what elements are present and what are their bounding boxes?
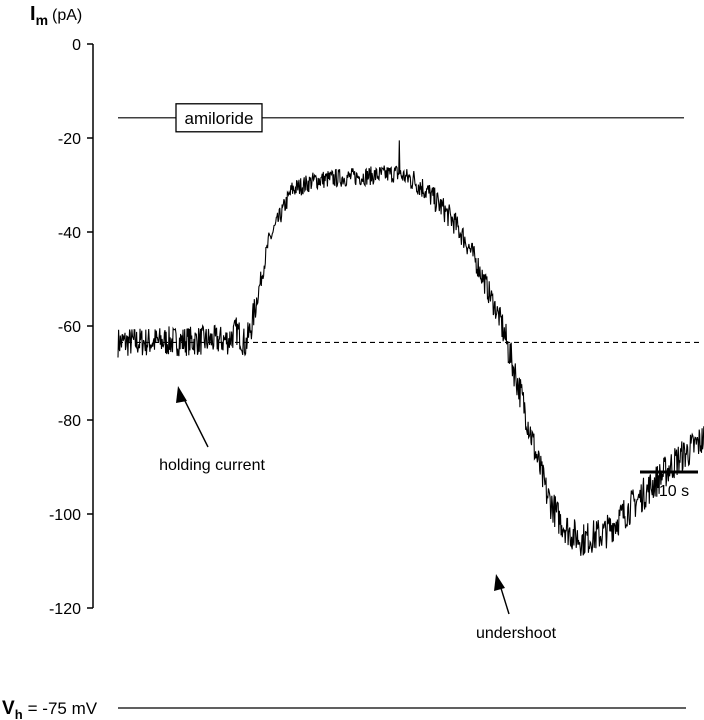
drug-label: amiloride <box>185 109 254 128</box>
y-tick-label: -100 <box>49 507 81 524</box>
holding-current-arrow <box>181 394 209 448</box>
current-trace <box>117 140 704 556</box>
y-tick-label: -80 <box>58 413 81 430</box>
y-tick-label: -120 <box>49 601 81 618</box>
undershoot-label: undershoot <box>476 625 557 642</box>
y-axis-title: Im (pA) <box>30 3 82 28</box>
annotations: holding current undershoot <box>159 386 557 642</box>
y-tick-label: -20 <box>58 131 81 148</box>
vh-value: = -75 mV <box>28 699 98 718</box>
undershoot-arrowhead <box>494 574 505 591</box>
holding-potential-label: Vh = -75 mV <box>2 698 98 720</box>
y-tick-label: -40 <box>58 225 81 242</box>
amiloride-bar: amiloride <box>118 103 684 133</box>
holding-current-arrowhead <box>176 386 187 403</box>
y-axis: 0 -20 -40 -60 -80 -100 -120 <box>49 37 94 618</box>
vh-symbol: V <box>2 698 15 719</box>
y-axis-unit: (pA) <box>52 7 82 24</box>
y-tick-label: 0 <box>72 37 81 54</box>
scale-bar-label: 10 s <box>659 483 689 500</box>
y-axis-subscript: m <box>36 12 48 28</box>
y-tick-label: -60 <box>58 319 81 336</box>
holding-current-label: holding current <box>159 457 265 474</box>
y-axis-symbol: I <box>30 3 36 25</box>
vh-subscript: h <box>15 707 23 720</box>
undershoot-arrow <box>499 584 510 615</box>
